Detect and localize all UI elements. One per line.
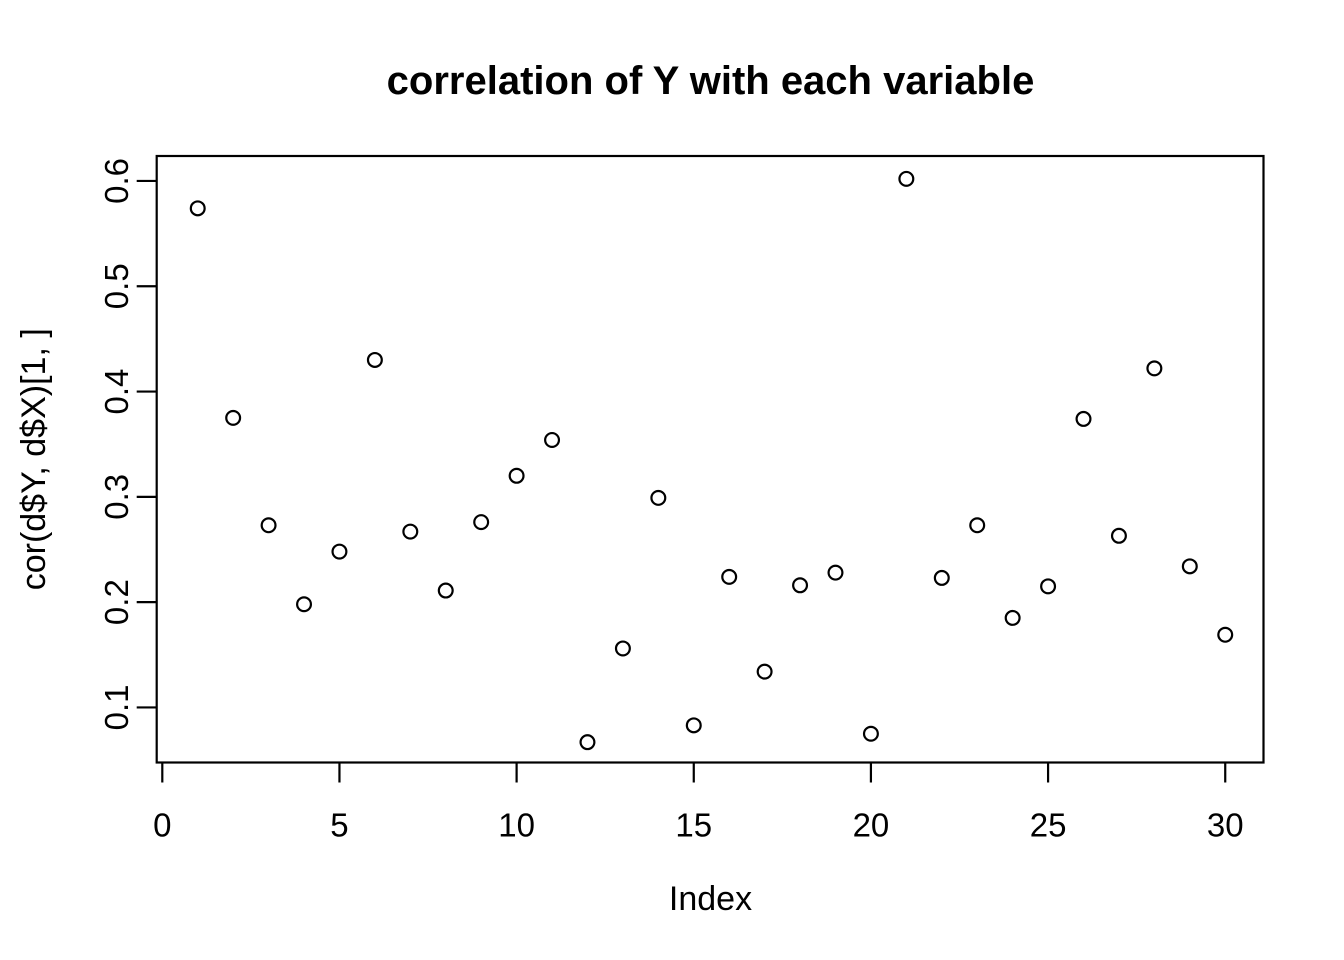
data-point bbox=[260, 517, 277, 534]
chart-title: correlation of Y with each variable bbox=[386, 59, 1035, 103]
y-tick-label: 0.3 bbox=[98, 474, 135, 520]
data-point bbox=[898, 170, 915, 187]
data-point bbox=[721, 568, 738, 585]
data-point bbox=[189, 200, 206, 217]
data-point bbox=[685, 717, 702, 734]
data-point bbox=[366, 351, 383, 368]
data-point bbox=[296, 596, 313, 613]
data-point bbox=[1110, 527, 1127, 544]
data-point bbox=[792, 577, 809, 594]
y-tick-label: 0.1 bbox=[98, 684, 135, 730]
y-tick-label: 0.2 bbox=[98, 579, 135, 625]
data-point bbox=[331, 543, 348, 560]
y-tick-label: 0.5 bbox=[98, 263, 135, 309]
x-axis-title: Index bbox=[668, 880, 753, 918]
data-point bbox=[1040, 578, 1057, 595]
x-tick-label: 30 bbox=[1207, 807, 1244, 844]
data-point bbox=[756, 663, 773, 680]
data-point bbox=[225, 409, 242, 426]
data-point bbox=[1004, 609, 1021, 626]
x-tick-label: 25 bbox=[1030, 807, 1067, 844]
y-tick-label: 0.4 bbox=[98, 369, 135, 415]
data-point bbox=[579, 734, 596, 751]
data-point bbox=[969, 517, 986, 534]
data-point bbox=[544, 431, 561, 448]
data-point bbox=[862, 725, 879, 742]
x-tick-label: 0 bbox=[153, 807, 171, 844]
data-point bbox=[508, 467, 525, 484]
y-tick-label: 0.6 bbox=[98, 158, 135, 204]
data-point bbox=[1217, 626, 1234, 643]
data-point bbox=[827, 564, 844, 581]
x-tick-label: 15 bbox=[675, 807, 712, 844]
plot-border bbox=[155, 154, 1265, 764]
data-point bbox=[933, 569, 950, 586]
y-axis-title: cor(d$Y, d$X)[1, ] bbox=[15, 328, 53, 590]
data-point bbox=[1181, 558, 1198, 575]
data-point bbox=[650, 489, 667, 506]
data-point bbox=[437, 582, 454, 599]
x-tick-label: 20 bbox=[853, 807, 890, 844]
data-point bbox=[614, 640, 631, 657]
data-point bbox=[1075, 410, 1092, 427]
x-tick-label: 10 bbox=[498, 807, 535, 844]
x-tick-label: 5 bbox=[330, 807, 348, 844]
data-point bbox=[1146, 360, 1163, 377]
data-point bbox=[473, 514, 490, 531]
data-point bbox=[402, 523, 419, 540]
